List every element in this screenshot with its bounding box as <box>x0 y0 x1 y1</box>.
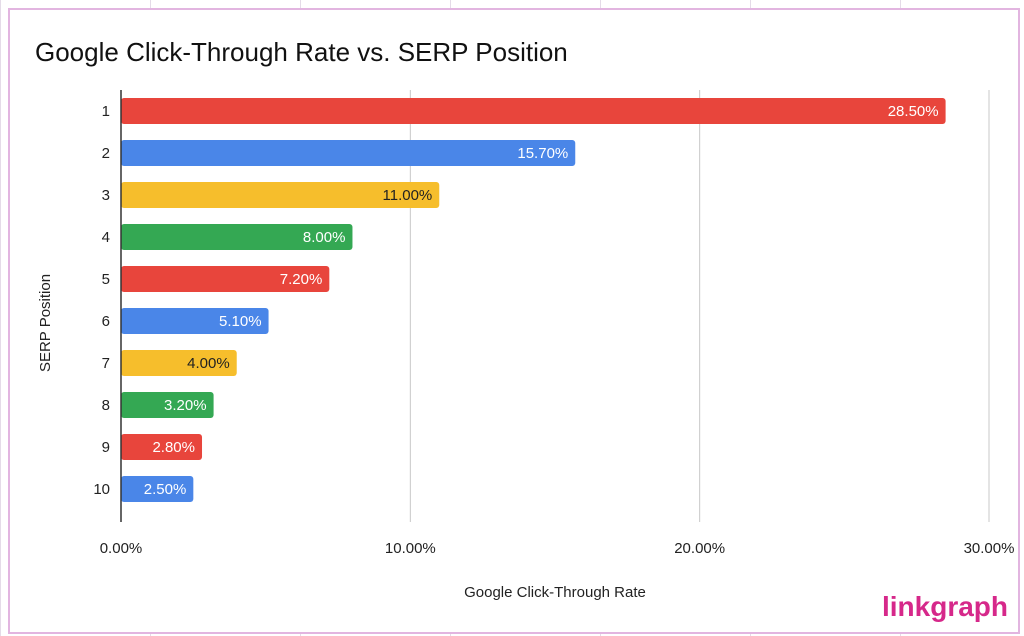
data-label: 2.80% <box>152 439 195 456</box>
bar <box>121 266 330 292</box>
data-label: 3.20% <box>164 397 207 414</box>
data-label: 28.50% <box>888 103 939 120</box>
bar <box>121 350 237 376</box>
chart-title: Google Click-Through Rate vs. SERP Posit… <box>35 37 568 67</box>
bar <box>121 140 576 166</box>
bar <box>121 476 194 502</box>
bar <box>121 392 214 418</box>
data-label: 11.00% <box>383 187 433 204</box>
data-label: 15.70% <box>517 145 568 162</box>
y-tick-label: 9 <box>102 439 110 456</box>
y-axis-label: SERP Position <box>37 274 54 372</box>
linkgraph-logo: linkgraph <box>882 591 1008 622</box>
bar <box>121 434 203 460</box>
y-tick-label: 2 <box>102 145 110 162</box>
x-tick-label: 30.00% <box>964 540 1015 557</box>
y-tick-label: 10 <box>93 481 110 498</box>
data-label: 8.00% <box>303 229 346 246</box>
bar <box>121 182 440 208</box>
y-tick-label: 8 <box>102 397 110 414</box>
y-tick-label: 6 <box>102 313 110 330</box>
data-label: 7.20% <box>280 271 323 288</box>
y-tick-label: 5 <box>102 271 110 288</box>
bar <box>121 98 946 124</box>
x-tick-label: 20.00% <box>674 540 725 557</box>
data-label: 4.00% <box>187 355 230 372</box>
y-tick-label: 7 <box>102 355 110 372</box>
y-tick-label: 1 <box>102 103 110 120</box>
x-tick-label: 0.00% <box>100 540 143 557</box>
y-tick-label: 3 <box>102 187 110 204</box>
x-axis-label: Google Click-Through Rate <box>464 584 646 601</box>
data-label: 2.50% <box>144 481 187 498</box>
y-tick-label: 4 <box>102 229 110 246</box>
bar <box>121 224 353 250</box>
x-tick-label: 10.00% <box>385 540 436 557</box>
data-label: 5.10% <box>219 313 262 330</box>
bar <box>121 308 269 334</box>
